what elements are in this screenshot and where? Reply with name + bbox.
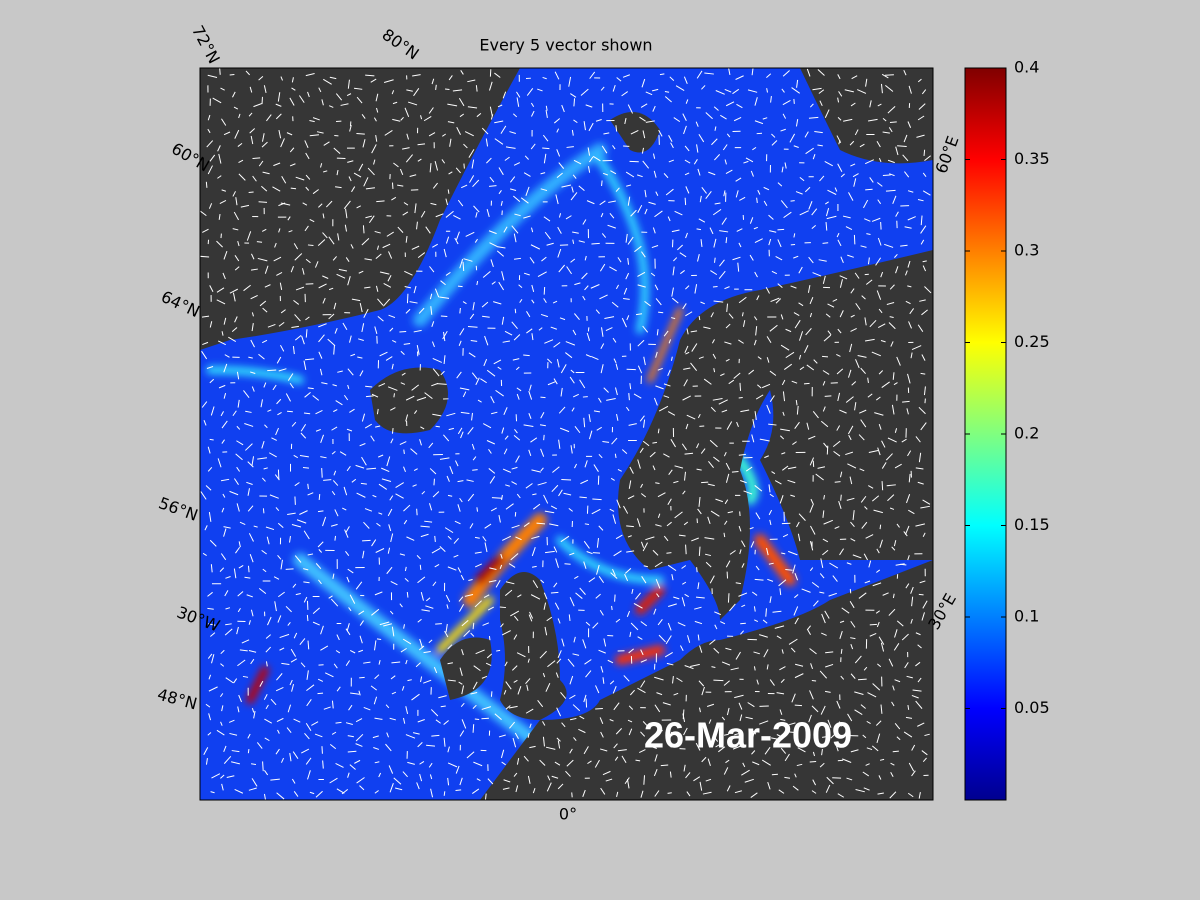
russia-north: [800, 68, 933, 164]
ireland: [440, 637, 492, 700]
scandinavia: [618, 250, 933, 620]
velocity-vectors: [200, 68, 932, 800]
map-title: Every 5 vector shown: [479, 36, 652, 55]
map: [200, 68, 933, 800]
colorbar-tick-label: 0.35: [1014, 149, 1050, 168]
europe: [480, 560, 933, 800]
grid-label: 80°N: [379, 25, 423, 64]
colorbar-tick-label: 0.1: [1014, 607, 1039, 626]
grid-label: 0°: [559, 805, 577, 824]
colorbar-tick-label: 0.3: [1014, 241, 1039, 260]
greenland: [200, 68, 520, 350]
grid-label: 60°E: [932, 133, 963, 176]
colorbar-tick-label: 0.15: [1014, 515, 1050, 534]
grid-label: 64°N: [158, 287, 203, 321]
iceland: [370, 367, 448, 434]
colorbar: [964, 67, 1007, 801]
britain: [500, 572, 567, 720]
grid-label: 72°N: [188, 22, 224, 67]
colorbar-tick-label: 0.25: [1014, 332, 1050, 351]
current-streaks: [206, 143, 796, 767]
grid-label: 56°N: [156, 493, 200, 525]
colorbar-tick-label: 0.05: [1014, 698, 1050, 717]
grid-label: 48°N: [155, 685, 199, 714]
colorbar-tick-label: 0.2: [1014, 424, 1039, 443]
colorbar-ticks: 0.05 0.1 0.15 0.2 0.25 0.3 0.35 0.4: [965, 58, 1050, 717]
date-label: 26-Mar-2009: [644, 715, 852, 756]
colorbar-tick-label: 0.4: [1014, 58, 1039, 77]
map-frame: [199, 67, 934, 801]
